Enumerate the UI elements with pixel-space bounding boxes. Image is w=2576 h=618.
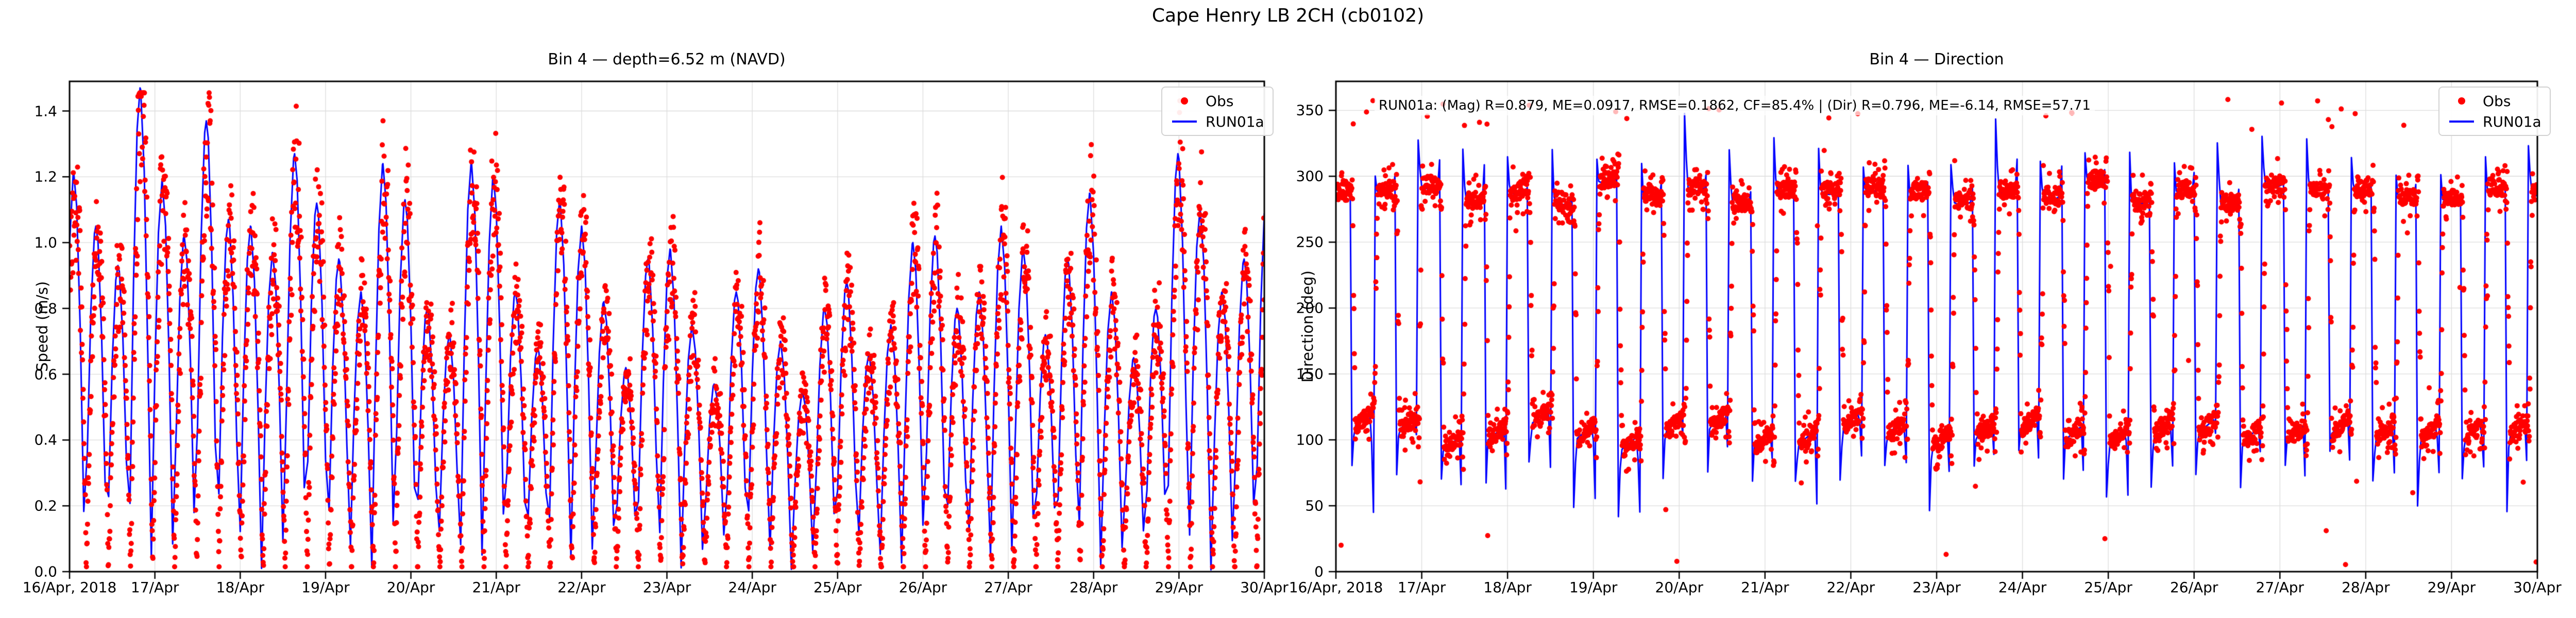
x-tick-label: 23/Apr	[642, 579, 691, 596]
y-tick-label: 250	[1296, 233, 1324, 251]
legend-item-model[interactable]: RUN01a	[1168, 112, 1264, 131]
x-tick-label: 17/Apr	[130, 579, 179, 596]
y-tick-label: 0.0	[34, 563, 57, 580]
model-line-icon	[1168, 121, 1200, 123]
x-tick-label: 27/Apr	[2256, 579, 2304, 596]
x-tick-label: 19/Apr	[1569, 579, 1618, 596]
subplot-title-direction: Bin 4 — Direction	[1869, 50, 2004, 68]
x-tick-label: 22/Apr	[557, 579, 606, 596]
legend-label-obs: Obs	[1206, 92, 1234, 110]
x-tick-label: 26/Apr	[899, 579, 947, 596]
x-tick-label: 30/Apr	[2513, 579, 2562, 596]
x-tick-label: 28/Apr	[1069, 579, 1118, 596]
y-tick-label: 350	[1296, 101, 1324, 119]
y-tick-label: 1.0	[34, 234, 57, 251]
x-tick-label: 16/Apr, 2018	[1289, 579, 1383, 596]
x-tick-label: 20/Apr	[386, 579, 435, 596]
y-tick-label: 1.2	[34, 168, 57, 185]
y-tick-label: 1.4	[34, 102, 57, 119]
x-tick-label: 21/Apr	[472, 579, 520, 596]
obs-marker-icon	[1168, 97, 1200, 105]
y-tick-label: 0.8	[34, 300, 57, 317]
y-tick-label: 0	[1314, 563, 1324, 580]
x-tick-label: 23/Apr	[1912, 579, 1961, 596]
figure-title: Cape Henry LB 2CH (cb0102)	[1151, 5, 1425, 26]
subplot-title-speed: Bin 4 — depth=6.52 m (NAVD)	[548, 50, 786, 68]
obs-marker-icon	[2446, 97, 2478, 105]
x-tick-label: 28/Apr	[2342, 579, 2390, 596]
model-line-icon	[2446, 121, 2478, 123]
y-tick-label: 0.2	[34, 497, 57, 514]
x-tick-label: 29/Apr	[1155, 579, 1204, 596]
y-tick-label: 100	[1296, 431, 1324, 449]
legend-item-obs[interactable]: Obs	[2446, 92, 2541, 110]
legend-item-model[interactable]: RUN01a	[2446, 112, 2541, 131]
x-tick-label: 17/Apr	[1397, 579, 1446, 596]
x-tick-label: 18/Apr	[216, 579, 265, 596]
x-tick-label: 24/Apr	[728, 579, 776, 596]
y-tick-label: 0.4	[34, 431, 57, 449]
x-tick-label: 24/Apr	[1998, 579, 2047, 596]
y-tick-label: 150	[1296, 365, 1324, 383]
y-tick-label: 200	[1296, 299, 1324, 317]
legend-item-obs[interactable]: Obs	[1168, 92, 1264, 110]
x-tick-label: 19/Apr	[301, 579, 350, 596]
x-tick-label: 20/Apr	[1655, 579, 1704, 596]
legend-speed: Obs RUN01a	[1161, 87, 1274, 136]
legend-label-model: RUN01a	[1206, 113, 1264, 130]
x-tick-label: 16/Apr, 2018	[22, 579, 117, 596]
legend-label-obs: Obs	[2483, 92, 2511, 110]
x-tick-label: 22/Apr	[1826, 579, 1875, 596]
stats-annotation: RUN01a: (Mag) R=0.879, ME=0.0917, RMSE=0…	[1375, 96, 2095, 115]
y-axis-label-speed: Speed (m/s)	[33, 281, 51, 372]
legend-direction: Obs RUN01a	[2438, 87, 2551, 136]
x-tick-label: 30/Apr	[1240, 579, 1289, 596]
x-tick-label: 18/Apr	[1483, 579, 1532, 596]
y-tick-label: 0.6	[34, 366, 57, 383]
x-tick-label: 25/Apr	[2084, 579, 2132, 596]
x-tick-label: 25/Apr	[814, 579, 862, 596]
legend-label-model: RUN01a	[2483, 113, 2541, 130]
x-tick-label: 27/Apr	[984, 579, 1032, 596]
x-tick-label: 26/Apr	[2170, 579, 2218, 596]
y-tick-label: 50	[1305, 497, 1324, 514]
y-tick-label: 300	[1296, 167, 1324, 185]
x-tick-label: 21/Apr	[1741, 579, 1789, 596]
x-tick-label: 29/Apr	[2427, 579, 2476, 596]
